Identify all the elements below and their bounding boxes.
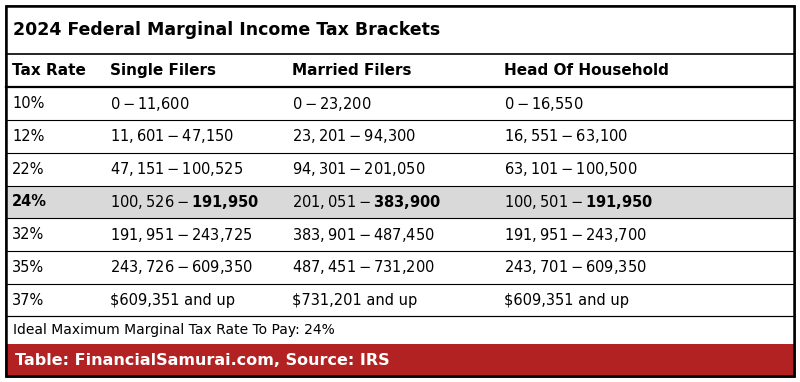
Text: $16,551 - $63,100: $16,551 - $63,100 (505, 128, 629, 146)
Text: $383,901 - $487,450: $383,901 - $487,450 (292, 226, 434, 244)
Text: $11,601 - $47,150: $11,601 - $47,150 (110, 128, 234, 146)
Text: 22%: 22% (12, 162, 45, 177)
Text: 12%: 12% (12, 129, 44, 144)
Bar (6, 87, 794, 120)
Text: $191,951 - $243,725: $191,951 - $243,725 (110, 226, 253, 244)
Text: 37%: 37% (12, 293, 44, 308)
Text: $47,151 - $100,525: $47,151 - $100,525 (110, 160, 244, 178)
Bar (6, 316, 794, 344)
Text: Ideal Maximum Marginal Tax Rate To Pay: 24%: Ideal Maximum Marginal Tax Rate To Pay: … (13, 324, 334, 337)
Bar (6, 344, 794, 376)
Bar (6, 153, 794, 186)
Text: 2024 Federal Marginal Income Tax Brackets: 2024 Federal Marginal Income Tax Bracket… (13, 21, 440, 39)
Text: $609,351 and up: $609,351 and up (505, 293, 630, 308)
Text: Table: FinancialSamurai.com, Source: IRS: Table: FinancialSamurai.com, Source: IRS (15, 353, 390, 367)
Text: $100,526 - $191,950: $100,526 - $191,950 (110, 193, 260, 211)
Text: $243,726 - $609,350: $243,726 - $609,350 (110, 258, 254, 277)
Bar (6, 6, 794, 53)
Text: $191,951 - $243,700: $191,951 - $243,700 (505, 226, 647, 244)
Bar (6, 251, 794, 284)
Bar (6, 120, 794, 153)
Text: $201,051 - $383,900: $201,051 - $383,900 (292, 193, 441, 211)
Text: $0 - $11,600: $0 - $11,600 (110, 95, 190, 113)
Text: $94,301 - $201,050: $94,301 - $201,050 (292, 160, 426, 178)
Bar (6, 284, 794, 316)
Text: $609,351 and up: $609,351 and up (110, 293, 235, 308)
Text: 24%: 24% (12, 194, 47, 209)
Text: $100,501 - $191,950: $100,501 - $191,950 (505, 193, 654, 211)
Bar (6, 53, 794, 87)
Text: $0 - $16,550: $0 - $16,550 (505, 95, 584, 113)
Text: Tax Rate: Tax Rate (12, 63, 86, 78)
Text: 35%: 35% (12, 260, 44, 275)
Text: $243,701 - $609,350: $243,701 - $609,350 (505, 258, 647, 277)
Text: $63,101 - $100,500: $63,101 - $100,500 (505, 160, 638, 178)
Text: $731,201 and up: $731,201 and up (292, 293, 417, 308)
Text: Single Filers: Single Filers (110, 63, 217, 78)
Text: 32%: 32% (12, 227, 44, 242)
Bar (6, 186, 794, 218)
Text: $487,451 - $731,200: $487,451 - $731,200 (292, 258, 434, 277)
Text: 10%: 10% (12, 96, 44, 111)
Bar (6, 218, 794, 251)
Text: $23,201 - $94,300: $23,201 - $94,300 (292, 128, 416, 146)
Text: Head Of Household: Head Of Household (505, 63, 670, 78)
Text: Married Filers: Married Filers (292, 63, 411, 78)
Text: $0 - $23,200: $0 - $23,200 (292, 95, 371, 113)
